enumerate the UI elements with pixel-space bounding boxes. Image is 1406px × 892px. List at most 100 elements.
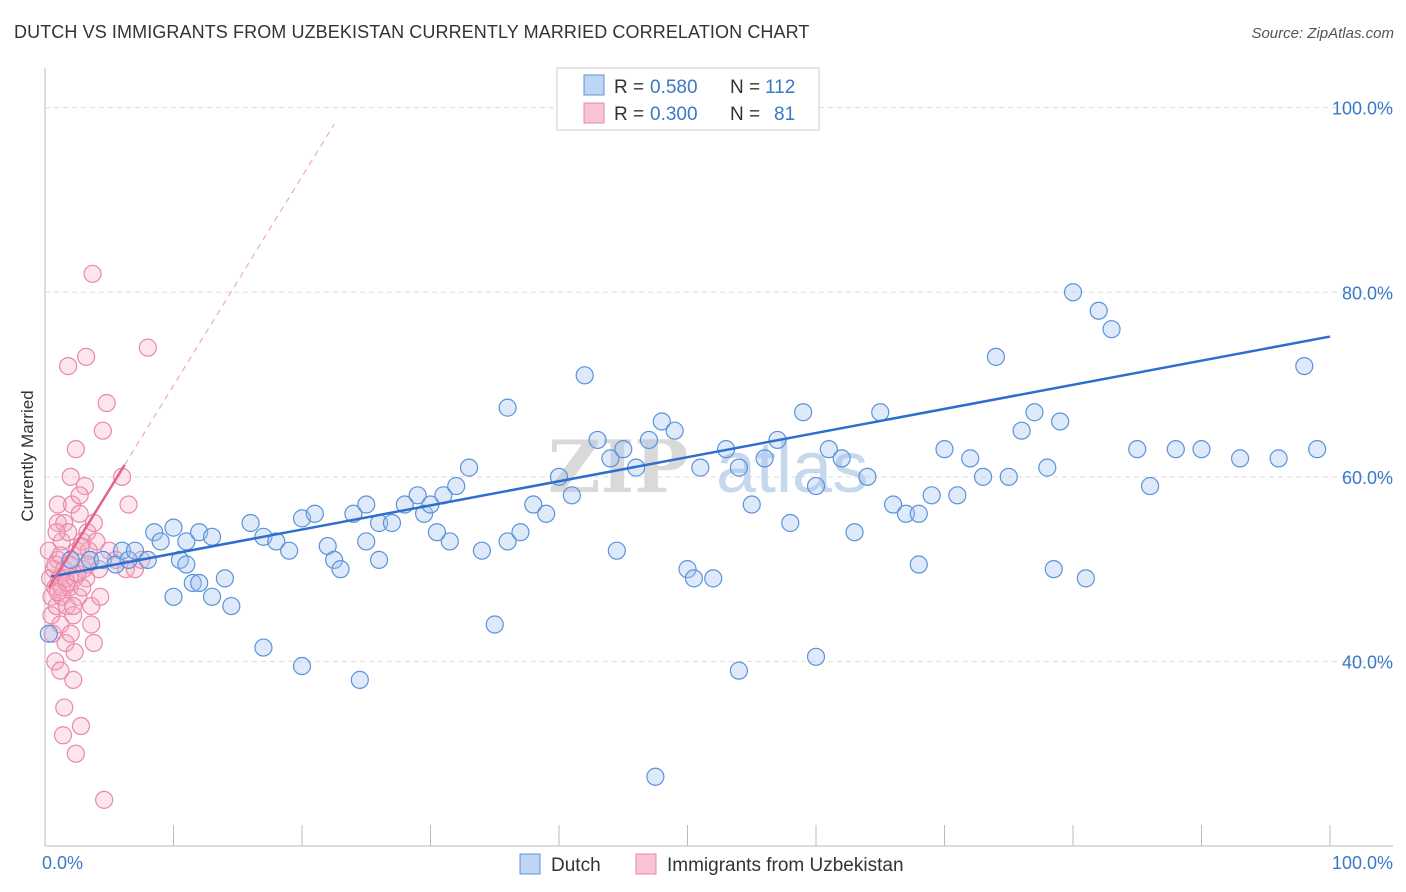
dutch-point bbox=[999, 467, 1018, 486]
uzbek-point bbox=[66, 440, 85, 459]
dutch-point bbox=[215, 569, 234, 588]
dutch-point bbox=[382, 513, 402, 533]
dutch-points bbox=[39, 283, 1327, 786]
uzbek-point bbox=[55, 698, 74, 717]
dutch-point bbox=[254, 638, 273, 657]
uzbek-point bbox=[77, 347, 96, 366]
dutch-point bbox=[961, 449, 980, 468]
dutch-point bbox=[601, 449, 620, 468]
dutch-point bbox=[125, 541, 145, 560]
dutch-point bbox=[1166, 440, 1185, 459]
uzbek-point bbox=[71, 716, 91, 736]
uzbek-point bbox=[70, 486, 89, 505]
dutch-point bbox=[614, 440, 633, 459]
legend-uzbek-r-label: R = bbox=[614, 104, 644, 125]
uzbek-point bbox=[84, 633, 103, 653]
uzbek-point bbox=[47, 523, 66, 542]
legend-dutch-n-value: 112 bbox=[765, 77, 795, 98]
dutch-point bbox=[511, 523, 530, 542]
dutch-point bbox=[948, 486, 967, 505]
dutch-point bbox=[871, 403, 890, 422]
dutch-point bbox=[267, 532, 286, 551]
uzbek-point bbox=[93, 421, 112, 440]
dutch-point bbox=[665, 421, 684, 440]
dutch-point bbox=[39, 624, 58, 643]
dutch-point bbox=[112, 541, 132, 560]
dutch-point bbox=[1308, 440, 1327, 459]
dutch-point bbox=[986, 347, 1006, 366]
dutch-point bbox=[691, 458, 710, 477]
dutch-point bbox=[1102, 320, 1121, 339]
y-axis-title: Currently Married bbox=[18, 390, 37, 521]
uzbek-point bbox=[48, 513, 67, 533]
x-tick-label-min: 0.0% bbox=[42, 853, 83, 873]
uzbek-point bbox=[82, 615, 101, 634]
dutch-point bbox=[575, 366, 594, 385]
dutch-point bbox=[588, 430, 607, 450]
uzbek-point bbox=[55, 513, 74, 533]
dutch-point bbox=[164, 587, 183, 606]
dutch-point bbox=[652, 412, 671, 431]
uzbek-point bbox=[91, 587, 110, 606]
dutch-point bbox=[1140, 476, 1160, 496]
uzbek-point bbox=[66, 744, 85, 763]
legend-dutch-swatch bbox=[583, 74, 605, 96]
uzbek-point bbox=[119, 495, 138, 514]
uzbek-point bbox=[75, 476, 94, 496]
dutch-point bbox=[1192, 440, 1211, 459]
legend-uzbek-r-value: 0.300 bbox=[650, 104, 698, 125]
dutch-point bbox=[350, 670, 369, 689]
dutch-trend-line bbox=[51, 335, 1331, 578]
uzbek-point bbox=[43, 624, 62, 643]
dutch-point bbox=[704, 569, 723, 588]
dutch-point bbox=[357, 532, 376, 551]
dutch-point bbox=[331, 560, 350, 579]
dutch-point bbox=[781, 513, 800, 533]
y-tick-label: 80.0% bbox=[1342, 283, 1393, 303]
dutch-point bbox=[755, 449, 774, 468]
dutch-point bbox=[1295, 356, 1314, 376]
legend-top: R = 0.580 N = 112 R = 0.300 N = 81 bbox=[556, 67, 820, 131]
dutch-point bbox=[459, 458, 479, 477]
uzbek-point bbox=[64, 606, 83, 625]
dutch-point bbox=[325, 550, 344, 570]
dutch-point bbox=[935, 440, 954, 459]
uzbek-point bbox=[64, 670, 83, 689]
dutch-point bbox=[414, 504, 434, 523]
watermark: ZIP atlas bbox=[548, 424, 868, 509]
uzbek-point bbox=[46, 652, 65, 671]
uzbek-point bbox=[48, 495, 67, 514]
uzbek-point bbox=[83, 264, 102, 283]
chart-title: DUTCH VS IMMIGRANTS FROM UZBEKISTAN CURR… bbox=[14, 22, 810, 42]
dutch-point bbox=[729, 661, 749, 680]
dutch-point bbox=[607, 541, 626, 560]
dutch-point bbox=[819, 440, 838, 459]
dutch-point bbox=[305, 504, 324, 523]
dutch-point bbox=[1128, 440, 1147, 459]
dutch-point bbox=[537, 504, 556, 523]
legend-dutch-r-value: 0.580 bbox=[650, 77, 698, 98]
trend-lines bbox=[47, 123, 1331, 589]
dutch-point bbox=[427, 523, 447, 542]
uzbek-point bbox=[61, 624, 80, 643]
dutch-point bbox=[177, 555, 196, 574]
dutch-point bbox=[485, 615, 504, 634]
uzbek-point bbox=[53, 726, 73, 745]
y-tick-label: 60.0% bbox=[1342, 468, 1393, 488]
dutch-point bbox=[1012, 421, 1031, 440]
y-tick-label: 40.0% bbox=[1342, 652, 1393, 672]
dutch-point bbox=[524, 495, 543, 514]
axes bbox=[44, 68, 1393, 847]
dutch-point bbox=[973, 467, 993, 486]
dutch-point bbox=[639, 430, 659, 450]
uzbek-point bbox=[59, 356, 78, 376]
dutch-point bbox=[678, 560, 697, 579]
uzbek-point bbox=[48, 583, 67, 602]
legend-dutch-r-label: R = bbox=[614, 77, 644, 98]
legend-dutch-n-label: N = bbox=[730, 77, 760, 98]
watermark-atlas: atlas bbox=[716, 428, 868, 508]
dutch-point bbox=[440, 532, 459, 551]
dutch-point bbox=[164, 518, 183, 537]
legend-bottom-uzbek-label: Immigrants from Uzbekistan bbox=[667, 855, 904, 876]
